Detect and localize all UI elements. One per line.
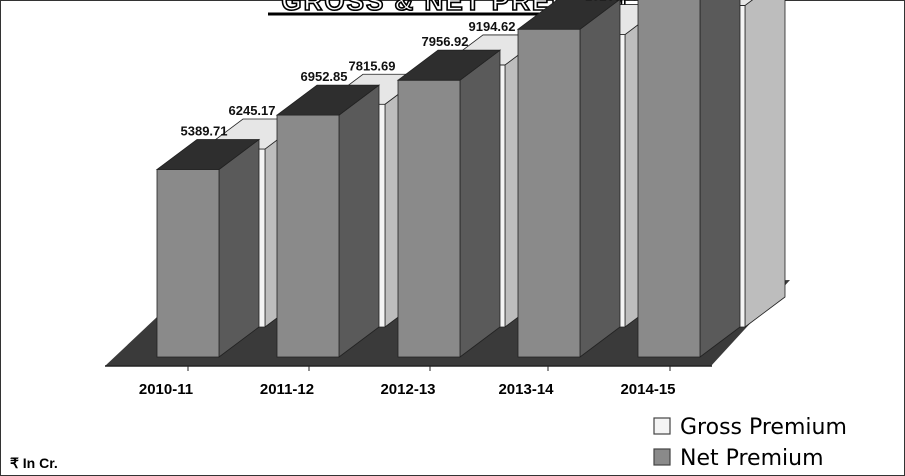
net-bar-2013-14-top bbox=[516, 0, 620, 30]
x-tick-label: 2010-11 bbox=[139, 381, 193, 398]
x-tick-label: 2013-14 bbox=[498, 381, 554, 398]
bars-layer bbox=[155, 0, 786, 358]
legend-swatch-gross bbox=[653, 417, 671, 435]
gross-value-label: 10260.97 bbox=[585, 0, 639, 4]
net-bar-2011-12-top bbox=[275, 84, 381, 116]
gross-value-label: 7815.69 bbox=[349, 58, 396, 73]
net-bar-2010-11 bbox=[155, 138, 261, 358]
x-tick-label: 2011-12 bbox=[260, 381, 314, 398]
net-bar-2011-12-front bbox=[276, 114, 340, 358]
net-value-label: 7956.92 bbox=[422, 34, 469, 49]
legend-label-net: Net Premium bbox=[680, 446, 824, 471]
net-bar-2010-11-top bbox=[155, 139, 261, 170]
legend-label-gross: Gross Premium bbox=[680, 415, 847, 440]
net-bar-2012-13-side bbox=[459, 49, 501, 358]
unit-label: ₹ In Cr. bbox=[10, 455, 58, 471]
net-value-label: 5389.71 bbox=[181, 124, 228, 139]
x-tick-label: 2012-13 bbox=[380, 381, 435, 398]
net-bar-2010-11-front bbox=[156, 169, 220, 358]
net-value-label: 6952.85 bbox=[301, 69, 348, 84]
legend-swatch-net bbox=[653, 448, 671, 466]
net-bar-2014-15-front bbox=[637, 0, 701, 358]
gross-bar-2014-15-side bbox=[744, 0, 786, 328]
legend: Gross Premium Net Premium bbox=[653, 415, 847, 471]
net-bar-2012-13-top bbox=[396, 49, 502, 81]
net-bar-2011-12 bbox=[275, 84, 381, 358]
x-tick-label: 2014-15 bbox=[620, 381, 675, 398]
net-bar-2012-13-front bbox=[397, 79, 461, 358]
net-bar-2014-15-side bbox=[699, 0, 741, 358]
net-bar-2013-14-front bbox=[517, 28, 581, 358]
net-bar-2013-14 bbox=[516, 0, 621, 358]
net-bar-2010-11-side bbox=[218, 138, 260, 358]
x-axis-ticks: 2010-11 2011-12 2012-13 2013-14 2014-15 bbox=[139, 366, 676, 398]
net-bar-2013-14-side bbox=[579, 0, 621, 358]
gross-value-label: 6245.17 bbox=[229, 103, 276, 118]
gross-value-label: 9194.62 bbox=[469, 19, 516, 34]
net-bar-2014-15 bbox=[637, 0, 741, 358]
net-bar-2012-13 bbox=[396, 49, 502, 358]
net-bar-2011-12-side bbox=[338, 84, 380, 358]
value-labels-layer: 6245.177815.699194.6210260.9711282.64538… bbox=[181, 0, 640, 139]
